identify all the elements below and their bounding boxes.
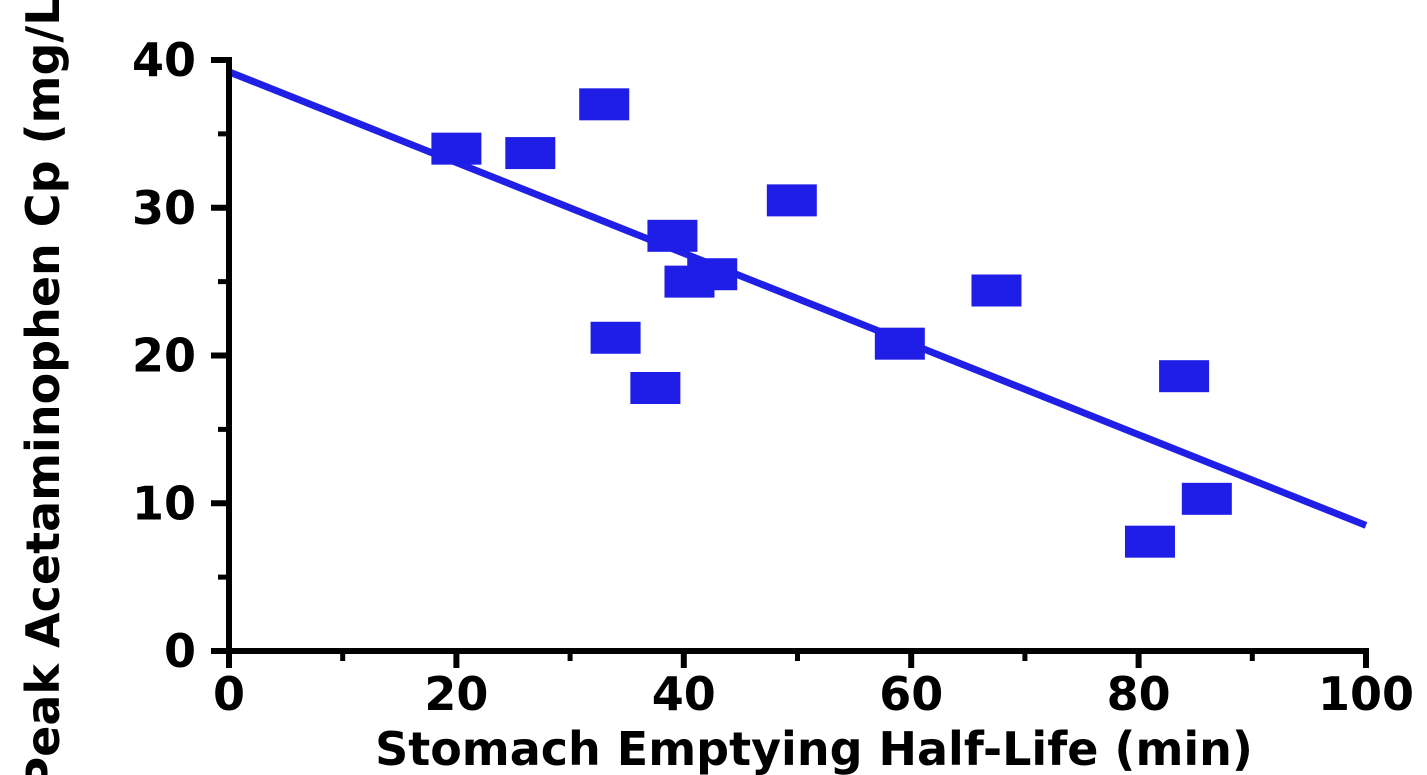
data-point-9: [766, 184, 817, 217]
points-layer: [431, 88, 1232, 558]
x-tick-label: 40: [652, 667, 716, 721]
data-point-5: [630, 372, 681, 405]
y-tick-label: 20: [132, 329, 196, 383]
data-point-12: [1124, 525, 1175, 558]
x-tick-label: 100: [1318, 667, 1414, 721]
x-tick-label: 60: [879, 667, 943, 721]
y-tick-label: 40: [132, 33, 196, 87]
x-tick-label: 80: [1107, 667, 1171, 721]
data-point-8: [687, 258, 738, 291]
data-point-10: [874, 327, 925, 360]
fit-line-layer: [227, 68, 1368, 529]
x-tick-label: 0: [213, 667, 245, 721]
y-tick-label: 10: [132, 476, 196, 530]
axes-layer: [226, 57, 1369, 654]
ticks-layer: [211, 57, 1369, 668]
y-axis-title: Peak Acetaminophen Cp (mg/L): [16, 0, 70, 775]
data-point-2: [505, 137, 556, 170]
data-point-6: [647, 219, 698, 252]
y-tick-label: 30: [132, 181, 196, 235]
data-point-13: [1159, 360, 1210, 393]
y-tick-label: 0: [164, 624, 196, 678]
data-point-3: [579, 88, 630, 121]
data-point-14: [1181, 482, 1232, 515]
regression-line: [227, 68, 1368, 529]
tick-labels-layer: 0 20 40 60 80 100 0 10 20 30 40: [132, 33, 1414, 721]
x-axis-title: Stomach Emptying Half-Life (min): [375, 722, 1253, 775]
data-point-11: [971, 274, 1022, 307]
data-point-1: [431, 132, 482, 165]
x-tick-label: 20: [424, 667, 488, 721]
data-point-4: [590, 321, 641, 354]
